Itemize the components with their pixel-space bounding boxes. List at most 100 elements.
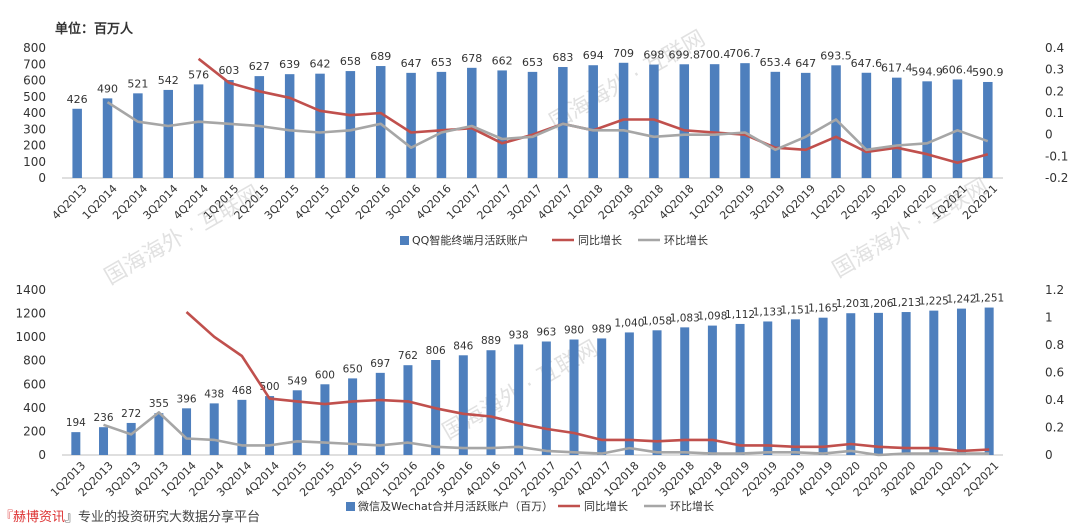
bar-value-label: 694 [583,49,604,62]
bar [929,310,939,455]
bar-value-label: 938 [509,329,529,341]
bar [790,319,800,455]
bar-value-label: 1,203 [836,298,866,310]
bar [846,313,856,455]
bar-value-label: 438 [204,388,224,400]
bar-value-label: 1,225 [919,296,949,308]
right-axis-tick-label: 0.8 [1045,338,1064,352]
bar-value-label: 426 [67,93,88,106]
bar [680,327,690,455]
right-axis-tick-label: 0.2 [1045,421,1064,435]
right-axis-tick-label: 0 [1045,448,1053,462]
right-axis-tick-label: 1.2 [1045,283,1064,297]
bar [265,396,275,455]
bar-value-label: 693.5 [820,49,852,62]
bar-value-label: 762 [398,350,418,362]
left-axis-tick-label: 100 [23,155,46,169]
bar [901,312,911,455]
bar [315,73,325,178]
bar-value-label: 1,058 [642,315,672,327]
bar-value-label: 699.8 [669,48,701,61]
right-axis-tick-label: -0.2 [1045,171,1068,185]
legend-swatch-bar [346,502,355,511]
yoy-line [185,311,990,453]
left-axis-tick-label: 500 [23,90,46,104]
left-axis-tick-label: 400 [23,106,46,120]
bar [588,65,598,178]
bar [320,384,330,455]
bar-value-label: 396 [177,393,197,405]
wechat-mau-chart: 0 200 400 600 800 1000 1200 1400 0 0.2 0.4 0.6 0.8 1 1… [15,283,1064,513]
bar-value-label: 1,165 [808,303,838,315]
legend-label: QQ智能终端月活跃账户 [412,233,528,247]
bar-value-label: 846 [453,340,473,352]
bar [514,344,524,455]
bar-value-label: 594.9 [911,65,943,78]
bar [800,72,811,178]
bar-value-label: 590.9 [972,66,1004,79]
bar [163,89,173,178]
bar [154,413,164,455]
bar [224,80,234,178]
bar-value-label: 521 [127,77,148,90]
bar [624,332,634,455]
bar-value-label: 542 [158,74,179,87]
bar-value-label: 700.4 [699,48,731,61]
legend-label: 同比增长 [584,499,628,513]
bar [126,422,136,455]
left-axis-tick-label: 400 [23,401,46,415]
bar [922,81,932,178]
bar-value-label: 662 [492,54,513,67]
bar-value-label: 1,098 [697,311,727,323]
left-axis-tick-label: 0 [38,448,46,462]
bar [983,81,993,178]
bar-value-label: 490 [97,82,118,95]
legend-swatch-bar [400,236,409,245]
bar [71,432,81,455]
bar [818,317,828,455]
bar-value-label: 647 [401,57,422,70]
left-axis-tick-label: 0 [38,171,46,185]
left-axis-tick-label: 800 [23,354,46,368]
bar-value-label: 355 [149,398,169,410]
right-axis-tick-label: 0.4 [1045,393,1064,407]
bar [292,390,302,455]
bar-value-label: 698 [643,49,664,62]
legend-label: 环比增长 [670,499,714,513]
bar-value-label: 706.7 [729,47,761,60]
bar [709,64,720,178]
right-axis-tick-label: 0.1 [1045,106,1064,120]
bar-value-label: 1,133 [753,306,783,318]
bar-value-label: 1,040 [614,317,644,329]
bar-value-label: 963 [536,327,556,339]
bar [375,372,385,455]
bar [436,71,447,178]
bar [467,67,477,178]
bar [406,72,416,178]
bar [652,330,662,455]
bar [831,65,841,178]
right-axis-tick-label: 1 [1045,311,1053,325]
bar-value-label: 194 [66,417,86,429]
bar-value-label: 980 [564,325,584,337]
left-axis-tick-label: 1400 [15,283,46,297]
right-axis-tick-label: 0.2 [1045,84,1064,98]
bar-value-label: 1,083 [670,312,700,324]
bar-value-label: 236 [93,412,113,424]
bar-value-label: 697 [370,358,390,370]
bar-value-label: 889 [481,335,501,347]
bar-value-label: 272 [121,408,141,420]
bar-value-label: 1,151 [780,304,810,316]
bar [541,341,551,455]
legend: 微信及Wechat合并月活跃账户（百万） 同比增长 环比增长 [346,499,714,513]
bar [956,308,966,455]
bar [458,355,468,455]
bar-value-label: 653 [431,56,452,69]
footer-note: 『赫博资讯』专业的投资研究大数据分享平台 [0,510,261,525]
bar [375,66,386,178]
bar [952,79,963,178]
right-axis-tick-label: 0 [1045,128,1053,142]
bar [403,365,413,455]
bar-value-label: 709 [613,47,634,60]
